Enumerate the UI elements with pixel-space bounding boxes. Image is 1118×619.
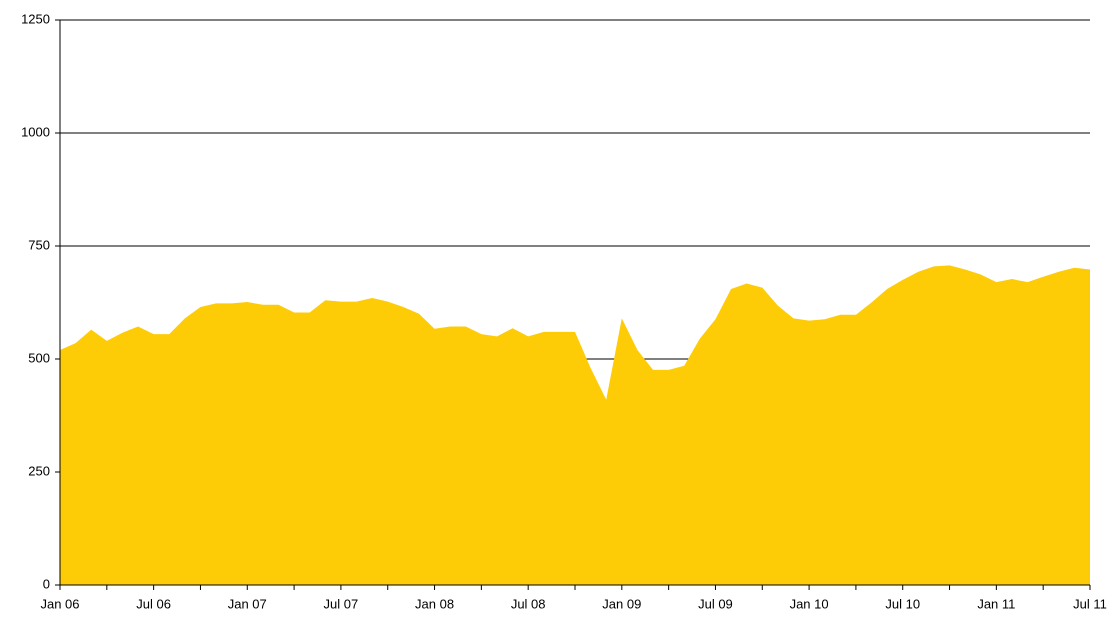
x-tick-label: Jan 10 bbox=[790, 596, 829, 611]
x-tick-label: Jan 08 bbox=[415, 596, 454, 611]
x-tick-label: Jul 09 bbox=[698, 596, 733, 611]
x-tick-label: Jan 09 bbox=[602, 596, 641, 611]
x-tick-label: Jul 06 bbox=[136, 596, 171, 611]
y-tick-label: 0 bbox=[43, 576, 50, 591]
x-tick-label: Jul 10 bbox=[885, 596, 920, 611]
y-tick-label: 750 bbox=[28, 237, 50, 252]
x-tick-label: Jul 07 bbox=[324, 596, 359, 611]
y-tick-label: 500 bbox=[28, 350, 50, 365]
area bbox=[60, 265, 1090, 585]
x-tick-label: Jul 08 bbox=[511, 596, 546, 611]
x-tick-label: Jan 06 bbox=[40, 596, 79, 611]
y-tick-label: 1250 bbox=[21, 11, 50, 26]
y-tick-label: 250 bbox=[28, 463, 50, 478]
y-tick-label: 1000 bbox=[21, 124, 50, 139]
x-tick-label: Jan 11 bbox=[977, 596, 1015, 611]
x-tick-label: Jul 11 bbox=[1073, 596, 1107, 611]
x-tick-label: Jan 07 bbox=[228, 596, 267, 611]
